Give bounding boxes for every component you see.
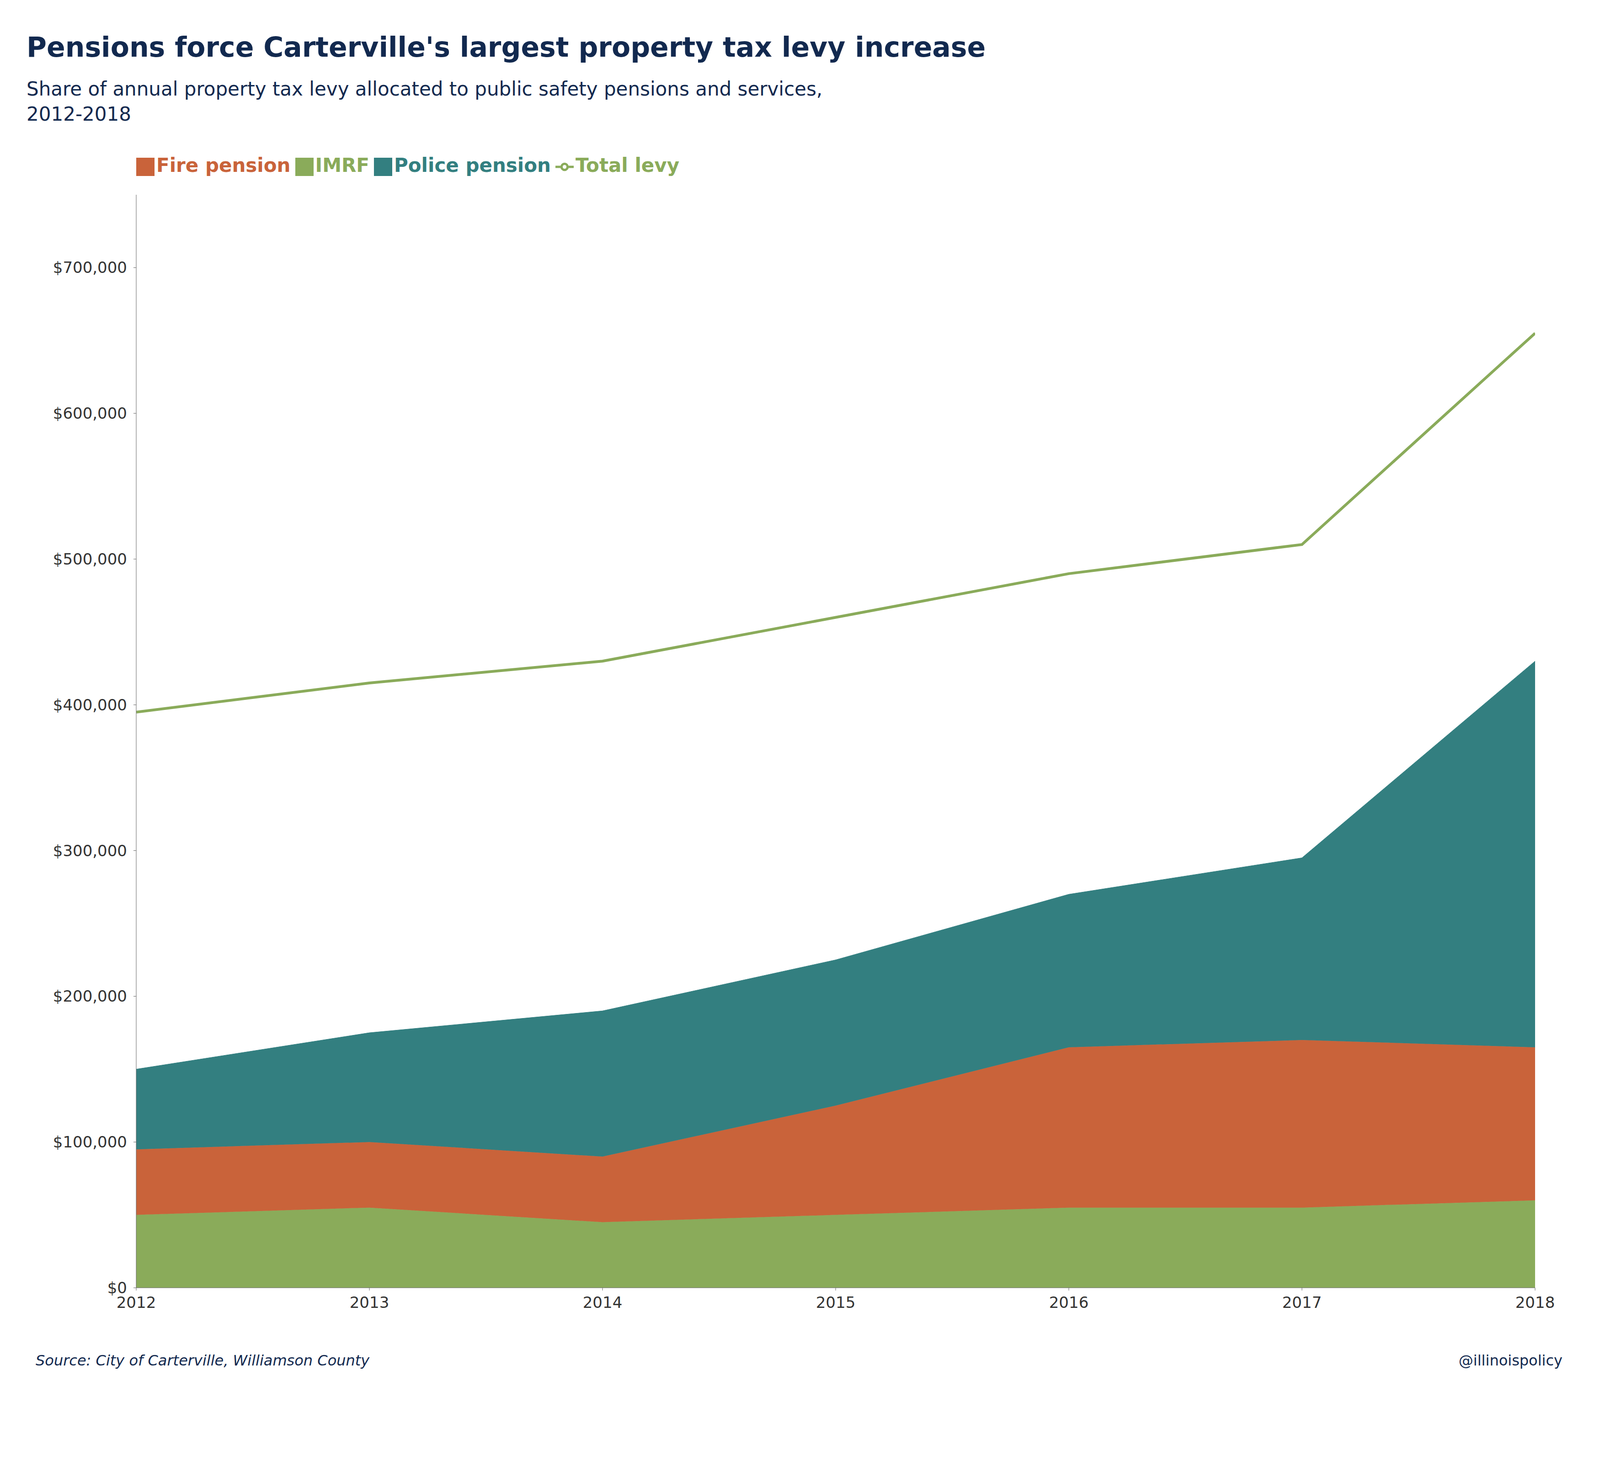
svg-text:2012: 2012 (116, 1293, 157, 1312)
svg-text:$100,000: $100,000 (53, 1132, 128, 1152)
html-text:Total levy: Total levy (575, 154, 680, 177)
svg-text:2013: 2013 (349, 1293, 390, 1312)
html-text:Pensions force Carterville's l: Pensions force Carterville's largest pro… (26, 31, 986, 64)
svg-text:$500,000: $500,000 (53, 549, 128, 569)
svg-text:$700,000: $700,000 (53, 258, 128, 278)
html-text:Share of annual property tax l: Share of annual property tax levy alloca… (26, 77, 823, 101)
html-text:2012-2018: 2012-2018 (26, 102, 132, 126)
svg-text:2015: 2015 (816, 1293, 856, 1312)
svg-text:2014: 2014 (582, 1293, 623, 1312)
svg-text:$300,000: $300,000 (53, 841, 128, 860)
html-text:@illinoispolicy: @illinoispolicy (1458, 1351, 1563, 1370)
svg-text:$600,000: $600,000 (53, 404, 128, 423)
html-text:Police pension: Police pension (394, 154, 551, 177)
svg-text:2016: 2016 (1049, 1293, 1089, 1312)
svg-text:2017: 2017 (1282, 1293, 1323, 1312)
html-text:Fire pension: Fire pension (156, 154, 291, 177)
svg-text:$200,000: $200,000 (53, 987, 128, 1006)
html-text:IMRF: IMRF (315, 154, 370, 177)
svg-text:$0: $0 (107, 1278, 128, 1297)
svg-text:2018: 2018 (1515, 1293, 1556, 1312)
svg-text:$400,000: $400,000 (53, 695, 128, 715)
html-text:Source: City of Carterville, W: Source: City of Carterville, Williamson … (35, 1351, 370, 1370)
